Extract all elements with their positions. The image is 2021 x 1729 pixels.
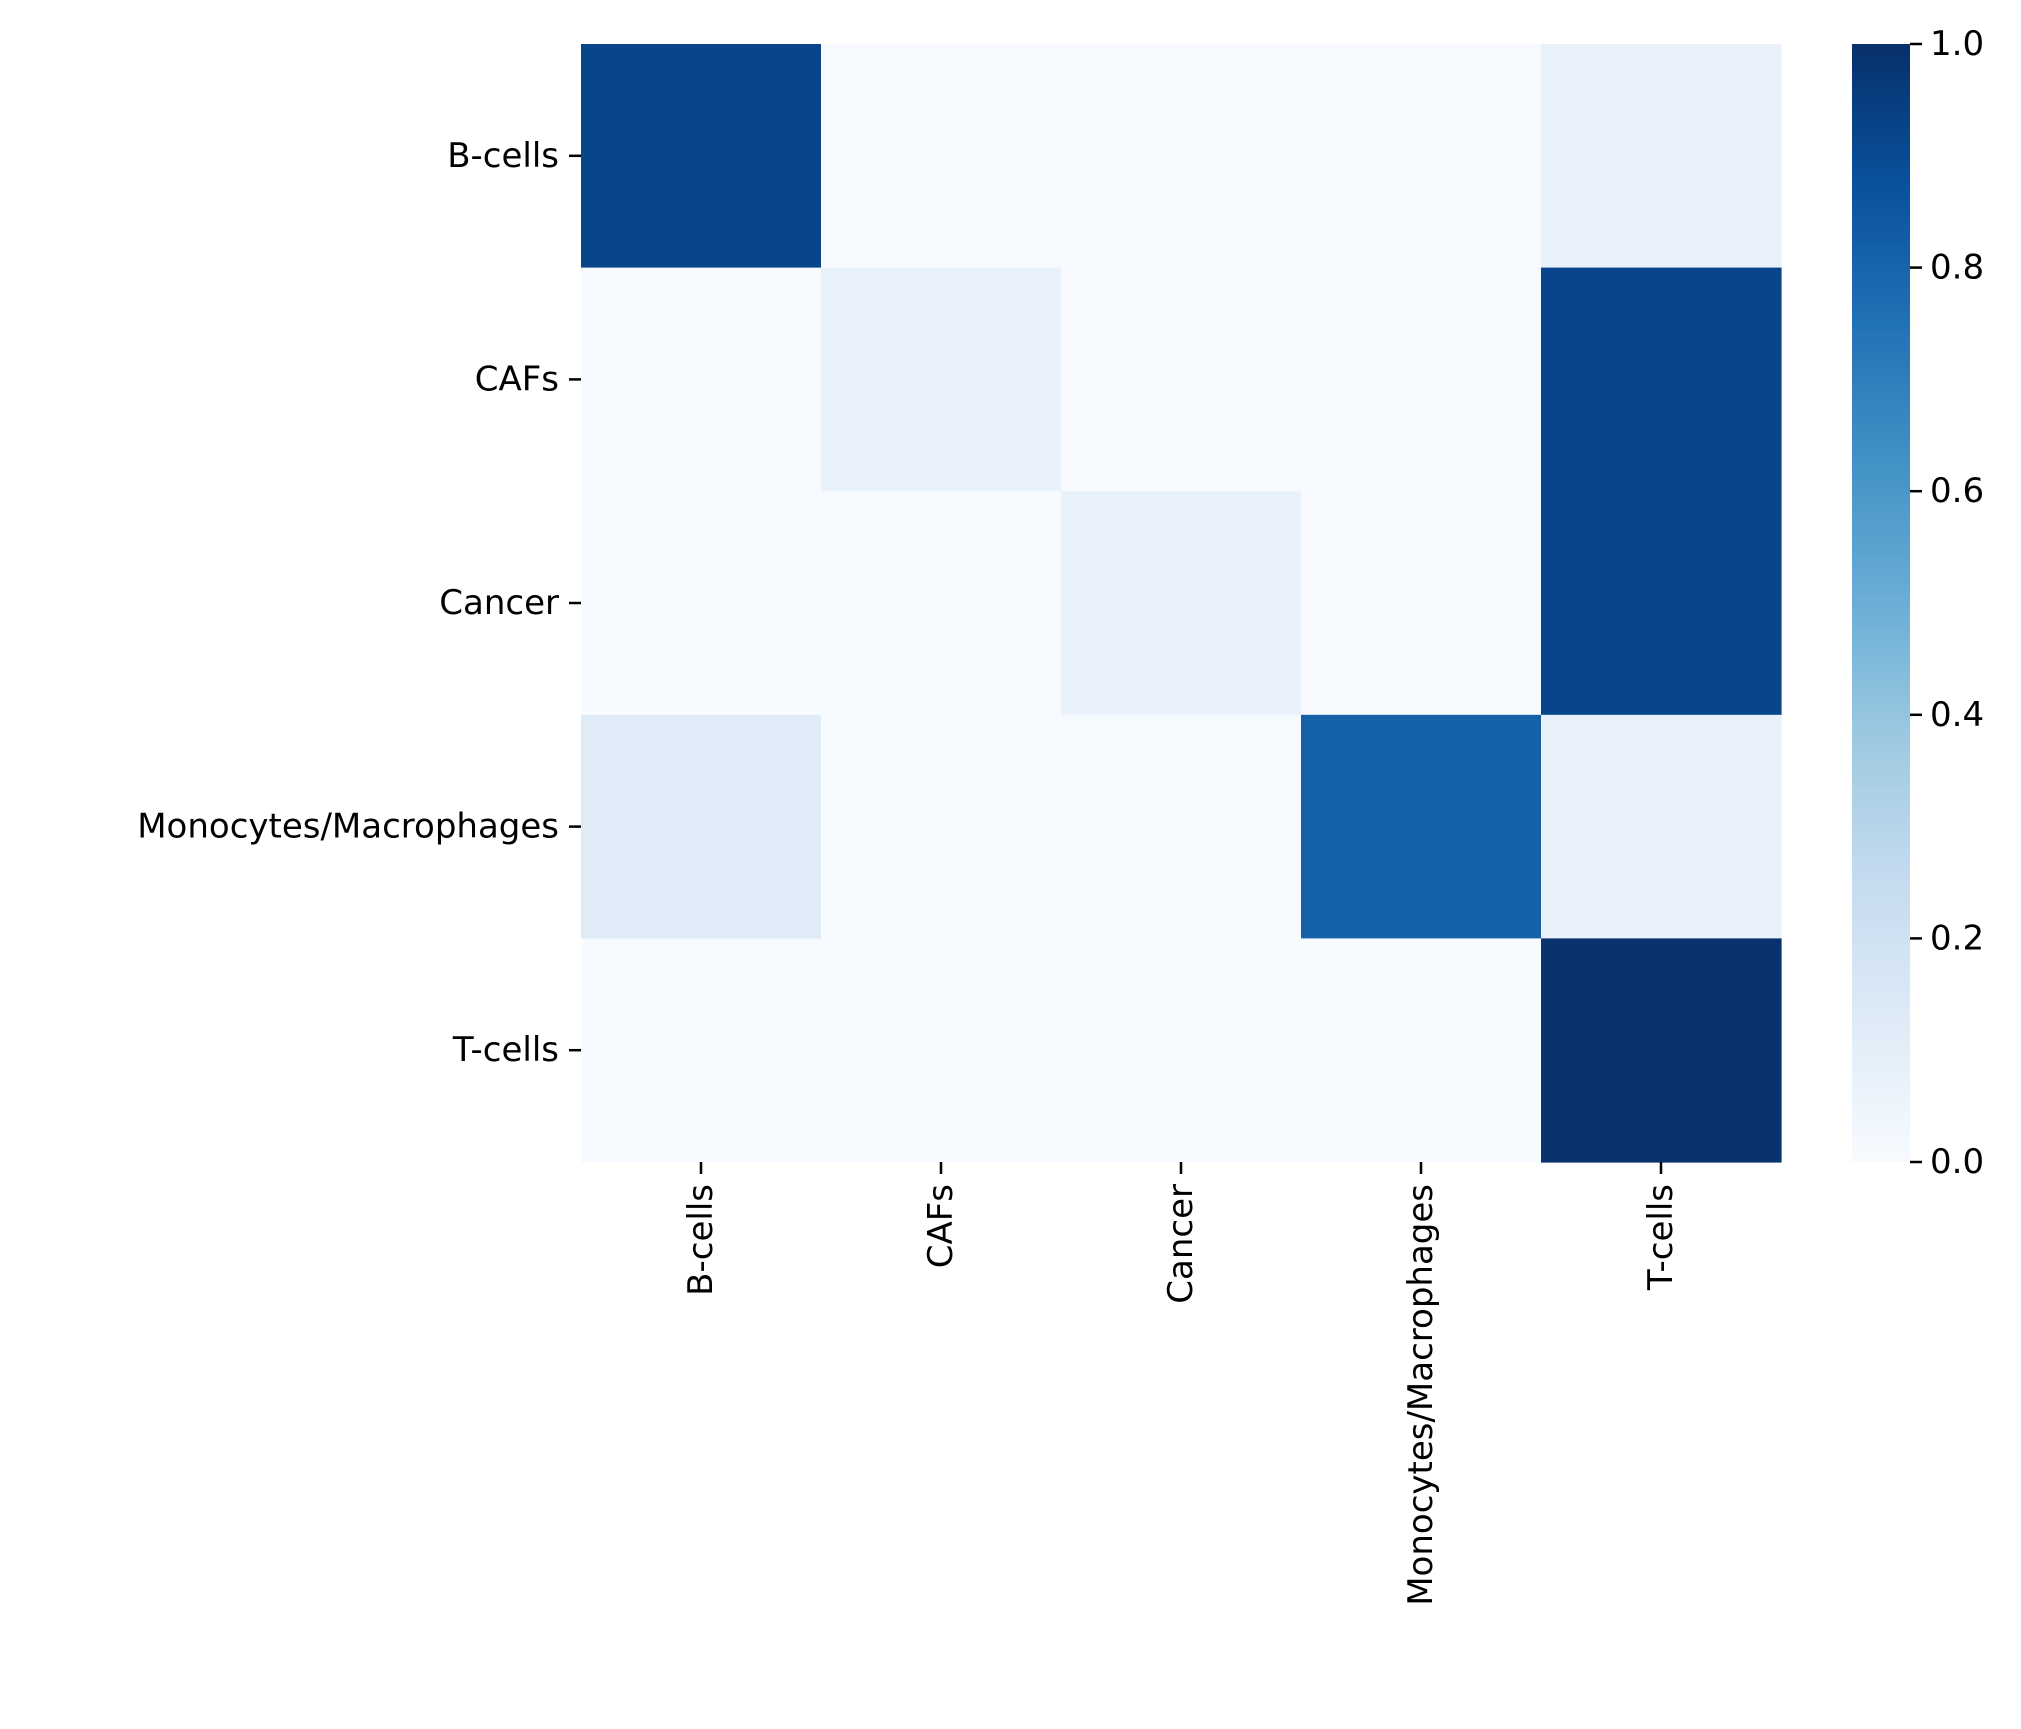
heatmap-cell-t-cells-cancer (1061, 938, 1302, 1163)
x-tick-label-cafs: CAFs (921, 1184, 961, 1268)
heatmap-cell-t-cells-b-cells (581, 938, 822, 1163)
x-tick-label-b-cells: B-cells (681, 1184, 721, 1296)
heatmap-cell-t-cells-monocytes-macrophages (1301, 938, 1542, 1163)
heatmap-cell-t-cells-cafs (821, 938, 1062, 1163)
heatmap-cell-cancer-monocytes-macrophages (1301, 491, 1542, 716)
y-tick-label-monocytes-macrophages: Monocytes/Macrophages (137, 807, 559, 847)
heatmap-cell-monocytes-macrophages-cafs (821, 714, 1062, 939)
colorbar: 0.0 0.2 0.4 0.6 0.8 1.0 (1852, 24, 1984, 1182)
heatmap-cells (581, 44, 1782, 1163)
y-tick-label-t-cells: T-cells (452, 1030, 559, 1070)
heatmap-cell-cancer-cancer (1061, 491, 1302, 716)
colorbar-tick-label-4: 0.8 (1930, 248, 1984, 288)
y-tick-label-b-cells: B-cells (447, 136, 559, 176)
heatmap-cell-cafs-cancer (1061, 267, 1302, 492)
heatmap-cell-cafs-t-cells (1541, 267, 1782, 492)
y-tick-label-cancer: Cancer (439, 583, 559, 623)
heatmap-cell-b-cells-cancer (1061, 44, 1302, 269)
heatmap-cell-b-cells-cafs (821, 44, 1062, 269)
colorbar-tick-label-3: 0.6 (1930, 471, 1984, 511)
x-tick-label-cancer: Cancer (1161, 1184, 1201, 1304)
y-tick-label-cafs: CAFs (475, 359, 559, 399)
heatmap-cell-b-cells-b-cells (581, 44, 822, 269)
y-axis: B-cells CAFs Cancer Monocytes/Macrophages T-… (137, 136, 581, 1070)
x-tick-label-t-cells: T-cells (1641, 1184, 1681, 1291)
heatmap-cell-b-cells-t-cells (1541, 44, 1782, 269)
heatmap-cell-cancer-b-cells (581, 491, 822, 716)
colorbar-gradient (1852, 44, 1910, 1162)
heatmap-cell-t-cells-t-cells (1541, 938, 1782, 1163)
heatmap-cell-cafs-monocytes-macrophages (1301, 267, 1542, 492)
heatmap-cell-monocytes-macrophages-monocytes-macrophages (1301, 714, 1542, 939)
heatmap-cell-cafs-b-cells (581, 267, 822, 492)
heatmap-cell-monocytes-macrophages-t-cells (1541, 714, 1782, 939)
colorbar-tick-label-0: 0.0 (1930, 1142, 1984, 1182)
colorbar-tick-label-2: 0.4 (1930, 695, 1984, 735)
colorbar-tick-label-5: 1.0 (1930, 24, 1984, 64)
x-axis: B-cells CAFs Cancer Monocytes/Macrophages T-… (681, 1162, 1681, 1606)
heatmap-cell-monocytes-macrophages-b-cells (581, 714, 822, 939)
heatmap-cell-cancer-t-cells (1541, 491, 1782, 716)
heatmap-cell-cancer-cafs (821, 491, 1062, 716)
colorbar-tick-label-1: 0.2 (1930, 918, 1984, 958)
x-tick-label-monocytes-macrophages: Monocytes/Macrophages (1401, 1184, 1441, 1606)
heatmap-cell-cafs-cafs (821, 267, 1062, 492)
heatmap-cell-monocytes-macrophages-cancer (1061, 714, 1302, 939)
heatmap-cell-b-cells-monocytes-macrophages (1301, 44, 1542, 269)
